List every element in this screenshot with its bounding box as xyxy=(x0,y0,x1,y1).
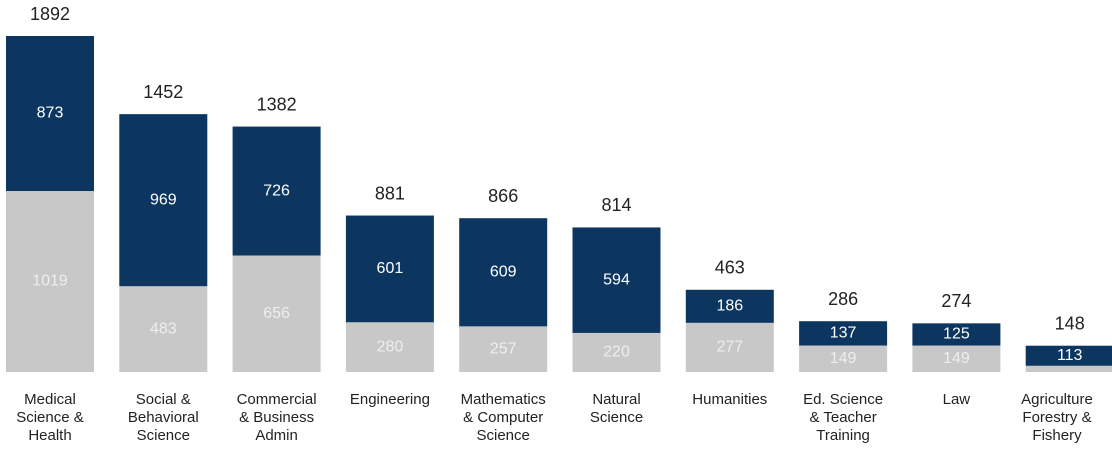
total-label: 274 xyxy=(941,291,971,311)
x-tick-label: Humanities xyxy=(692,391,768,408)
total-label: 1452 xyxy=(143,82,183,102)
segment-label: 149 xyxy=(830,350,857,367)
bar-segment xyxy=(345,215,434,323)
segment-label: 149 xyxy=(943,350,970,367)
bar-segment xyxy=(232,255,321,372)
total-label: 1382 xyxy=(257,94,297,114)
bar-segment xyxy=(912,323,1001,346)
segment-label: 656 xyxy=(263,305,290,322)
x-tick-label: Mathematics & Computer Science xyxy=(460,391,546,444)
bar-segment xyxy=(1025,365,1112,372)
bar-segment xyxy=(685,322,774,372)
bar-segment xyxy=(459,326,548,372)
x-tick-label: Medical Science & Health xyxy=(16,391,84,444)
bar-segment xyxy=(685,289,774,323)
segment-label: 1019 xyxy=(32,273,68,290)
segment-label: 137 xyxy=(830,325,857,342)
segment-label: 969 xyxy=(150,191,177,208)
x-tick-label: Ed. Science & Teacher Training xyxy=(803,391,884,444)
bar-segment xyxy=(119,114,208,287)
segment-label: 483 xyxy=(150,320,177,337)
bar-segment xyxy=(1025,345,1112,366)
bar-segment xyxy=(799,345,888,372)
bar-segment xyxy=(345,322,434,372)
x-tick-label: Social & Behavioral Science xyxy=(127,391,199,444)
x-tick-label: Commercial & Business Admin xyxy=(236,391,317,444)
segment-label: 125 xyxy=(943,326,970,343)
bar-segment xyxy=(232,126,321,256)
bar-segment xyxy=(119,286,208,372)
x-tick-label: Natural Science xyxy=(589,391,644,426)
segment-label: 726 xyxy=(263,182,290,199)
x-tick-label: Agriculture Forestry & Fishery xyxy=(1021,391,1093,444)
segment-label: 113 xyxy=(1057,347,1083,364)
segment-label: 609 xyxy=(490,264,517,281)
bar-segment xyxy=(572,227,661,333)
bar-segment xyxy=(6,36,94,192)
bar-segment xyxy=(6,191,94,372)
segment-label: 257 xyxy=(490,340,517,357)
total-label: 463 xyxy=(715,258,745,278)
total-label: 881 xyxy=(375,183,405,203)
total-label: 148 xyxy=(1055,313,1085,333)
segment-label: 277 xyxy=(716,339,743,356)
segment-label: 186 xyxy=(716,298,743,315)
segment-label: 280 xyxy=(377,338,404,355)
x-tick-label: Engineering xyxy=(349,391,430,408)
bar-segment xyxy=(912,345,1001,372)
segment-label: 601 xyxy=(377,260,404,277)
x-tick-label: Law xyxy=(942,391,971,408)
total-label: 1892 xyxy=(30,4,70,24)
segment-label: 220 xyxy=(603,344,630,361)
bar-segment xyxy=(572,332,661,372)
total-label: 286 xyxy=(828,289,858,309)
total-label: 814 xyxy=(601,195,631,215)
total-label: 866 xyxy=(488,186,518,206)
bar-segment xyxy=(459,218,548,327)
segment-label: 594 xyxy=(603,271,630,288)
segment-label: 873 xyxy=(37,105,64,122)
bar-segment xyxy=(799,321,888,346)
